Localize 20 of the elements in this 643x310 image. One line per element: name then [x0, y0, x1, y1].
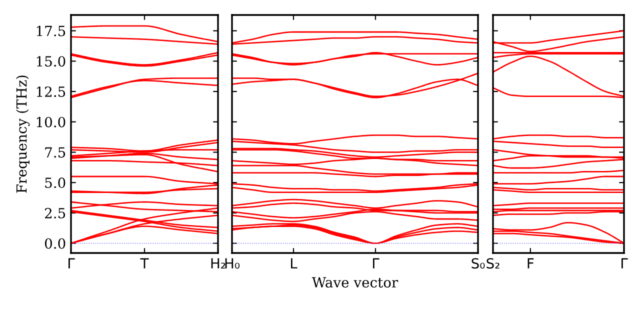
y-axis-title: Frequency (THz) [16, 76, 30, 193]
x-tick-label: S₀ [472, 258, 485, 269]
x-tick-label: Γ [621, 258, 628, 268]
x-axis-title: Wave vector [312, 277, 398, 288]
x-tick-label: Γ [68, 258, 75, 268]
x-tick-label: Γ [372, 258, 380, 268]
y-tick-label: 17.5 [36, 26, 66, 36]
x-tick-label: T [140, 258, 149, 268]
y-tick-label: 2.5 [44, 208, 66, 218]
y-tick-label: 12.5 [36, 86, 66, 97]
x-tick-label: S₂ [486, 258, 500, 269]
x-tick-label: H₂ [211, 258, 226, 268]
y-tick-label: 7.5 [45, 147, 66, 158]
x-tick-label: F [528, 258, 534, 268]
y-tick-label: 15.0 [36, 56, 66, 67]
y-tick-label: 5.0 [45, 178, 66, 188]
x-tick-label: H₀ [225, 258, 240, 269]
x-tick-label: L [290, 258, 298, 268]
y-tick-label: 0.0 [44, 238, 66, 249]
y-tick-label: 10.0 [36, 116, 66, 128]
